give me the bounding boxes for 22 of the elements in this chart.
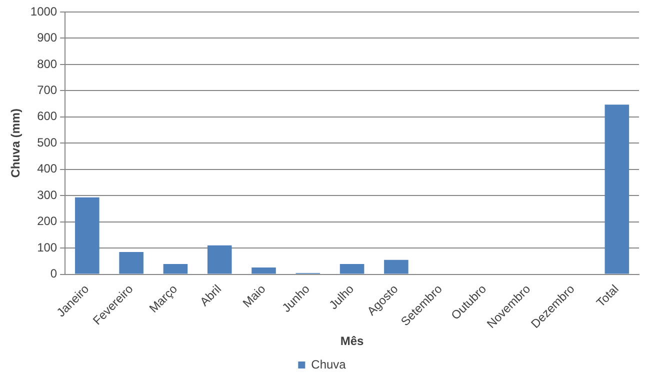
- legend-label: Chuva: [311, 357, 346, 372]
- bar: [119, 252, 144, 274]
- y-tick-label: 300: [37, 188, 58, 202]
- bar: [384, 260, 408, 274]
- y-tick-label: 600: [37, 109, 58, 124]
- y-tick-label: 100: [37, 240, 58, 254]
- y-axis-title: Chuva (mm): [8, 108, 23, 178]
- y-tick-label: 0: [50, 266, 58, 281]
- y-tick-label: 500: [37, 135, 58, 150]
- bar: [75, 197, 100, 274]
- bar: [340, 264, 364, 274]
- y-tick-label: 200: [37, 214, 58, 228]
- y-tick-label: 400: [37, 162, 58, 176]
- y-tick-label: 1000: [30, 4, 58, 18]
- y-tick-label: 900: [37, 30, 58, 45]
- bar: [207, 245, 232, 274]
- y-tick-label: 700: [37, 82, 58, 97]
- bar: [604, 104, 630, 274]
- bar: [252, 267, 276, 274]
- bar: [163, 264, 188, 274]
- y-tick-label: 800: [37, 56, 58, 71]
- x-axis-title: Mês: [340, 334, 364, 348]
